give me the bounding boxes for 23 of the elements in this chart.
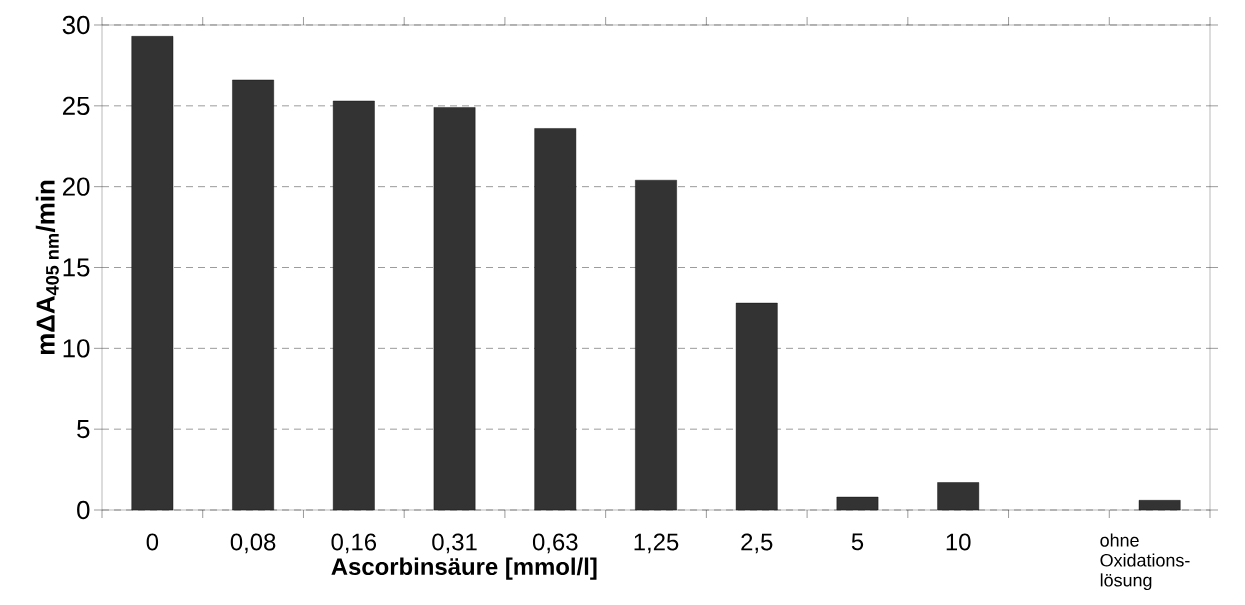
y-tick-label: 15 <box>63 258 90 277</box>
y-tick-label: 10 <box>63 339 90 358</box>
y-tick-label: 30 <box>62 15 90 35</box>
x-tick-label: 0,63 <box>532 533 578 554</box>
y-tick-label: 20 <box>62 177 90 196</box>
x-axis-title: Ascorbinsäure [mmol/l] <box>331 557 597 580</box>
x-tick-label: 0,31 <box>432 533 477 554</box>
x-tick-label: 10 <box>946 533 971 551</box>
y-tick-label: 5 <box>77 420 90 439</box>
bar <box>534 128 577 511</box>
y-tick-label: 25 <box>62 96 90 115</box>
x-tick-label: 0 <box>146 533 159 551</box>
bar <box>1138 500 1181 511</box>
x-tick-label: 5 <box>851 533 864 551</box>
x-tick-label: ohne Oxidations-lösung <box>1100 533 1190 591</box>
bar <box>937 482 980 511</box>
text: mΔA$_{405 nm}$/min <box>35 180 59 355</box>
x-tick-label: 0,08 <box>230 533 276 554</box>
bar <box>836 496 879 511</box>
x-tick-label: 2,5 <box>741 533 773 554</box>
y-tick-label: 0 <box>77 500 90 520</box>
x-tick-label: 0,16 <box>331 533 377 554</box>
x-tick-label: 1,25 <box>634 533 679 554</box>
